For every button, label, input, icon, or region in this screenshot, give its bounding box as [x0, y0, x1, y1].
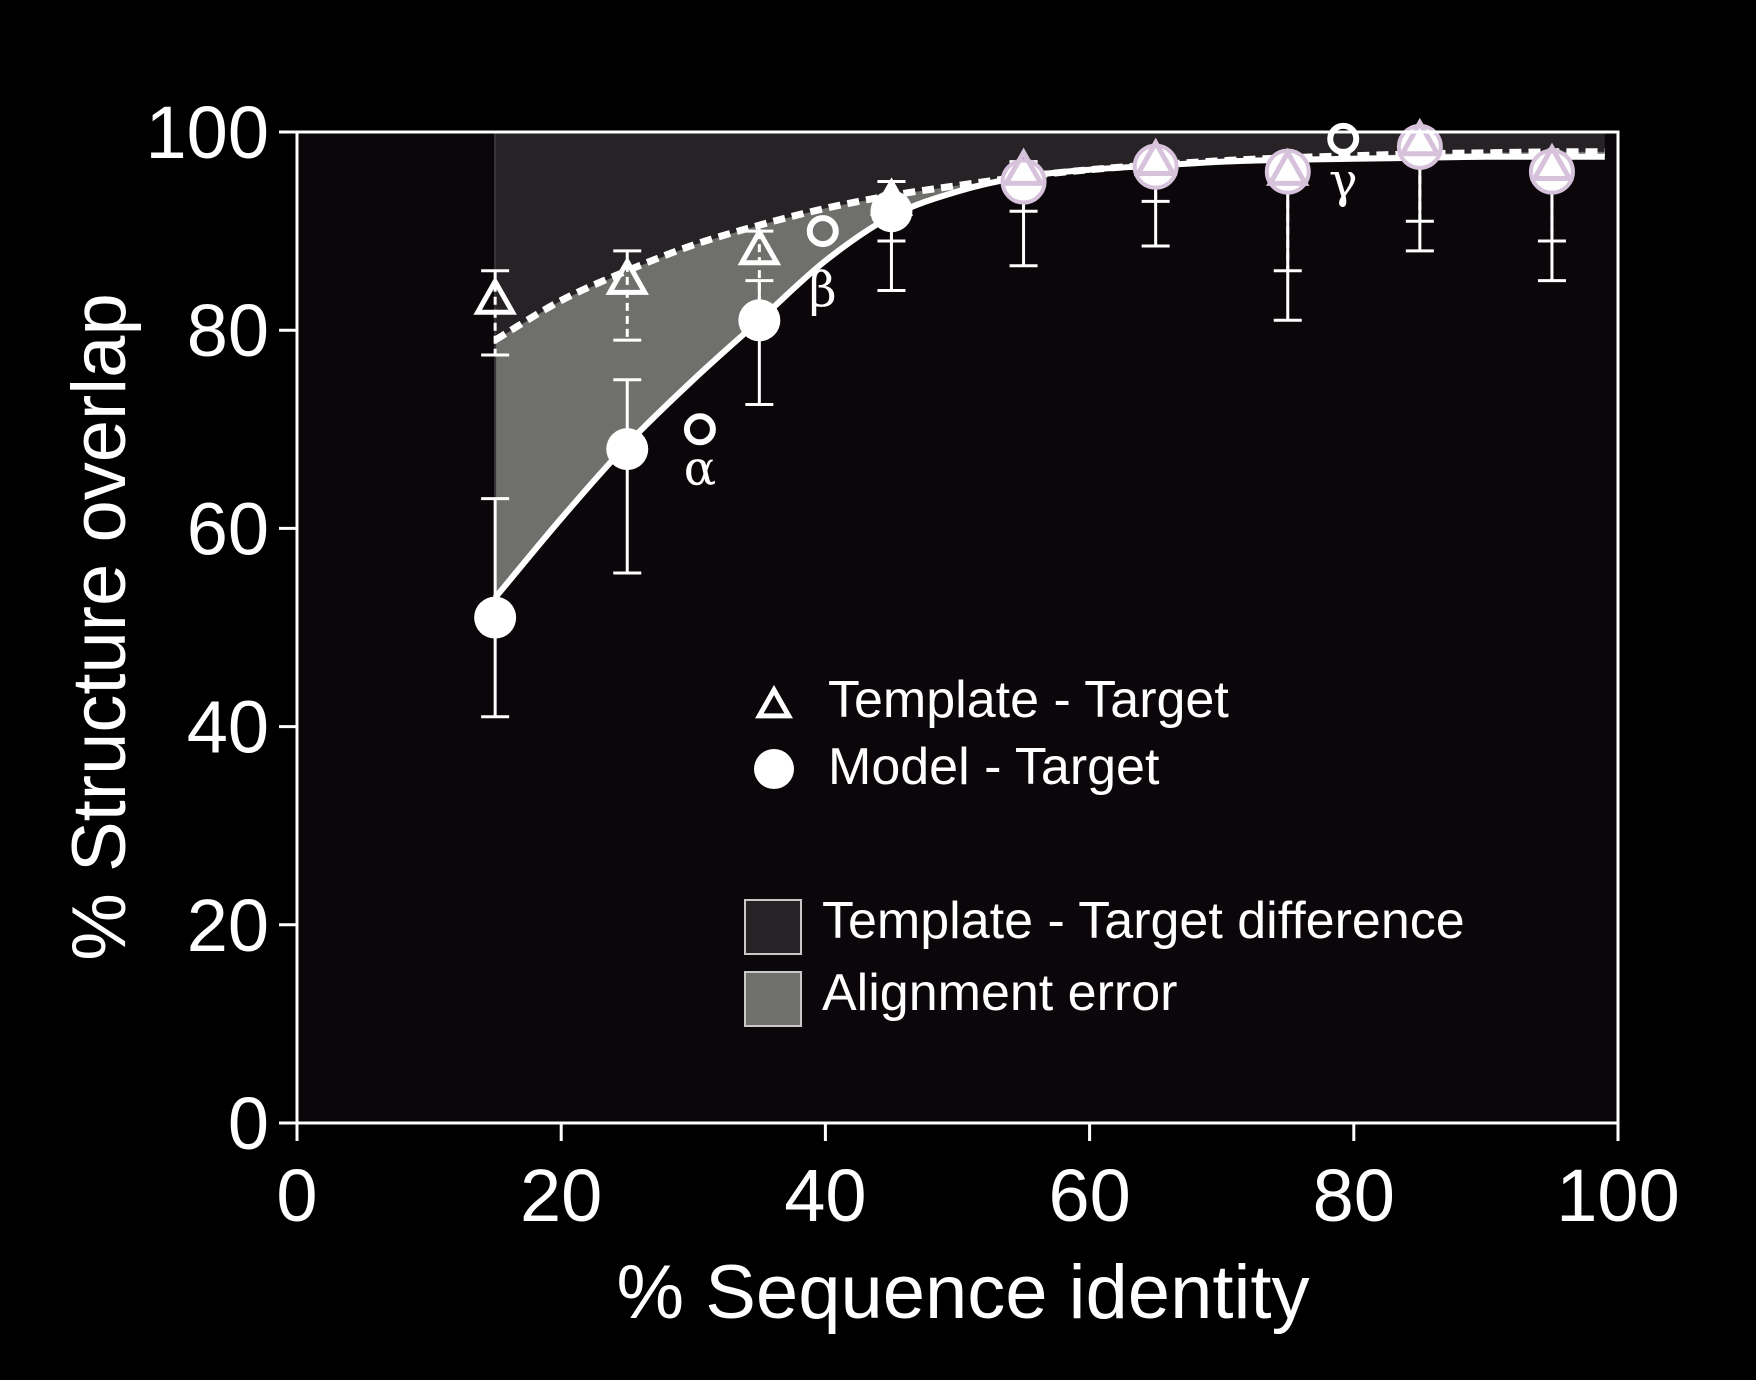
- y-tick-label: 40: [187, 686, 269, 769]
- template-target-point: [1133, 137, 1178, 176]
- y-tick-label: 80: [187, 289, 269, 372]
- x-tick-label: 80: [1313, 1154, 1395, 1237]
- template-target-point: [1398, 117, 1442, 157]
- y-tick-label: 100: [146, 91, 269, 174]
- y-tick-label: 20: [187, 884, 269, 967]
- legend-label-template-target: Template - Target: [828, 671, 1229, 729]
- legend: Template - Target Model - Target Template …: [744, 671, 1465, 1027]
- legend-label-difference: Template - Target difference: [822, 892, 1465, 950]
- highlighted-point-0: [683, 413, 716, 446]
- x-tick-label: 40: [784, 1154, 866, 1237]
- legend-swatch-alignment-error: [744, 971, 802, 1027]
- x-axis-title: % Sequence identity: [617, 1250, 1310, 1335]
- template-target-point: [737, 226, 782, 266]
- template-target-point: [1001, 147, 1046, 186]
- y-tick-label: 60: [187, 487, 269, 570]
- x-tick-label: 20: [520, 1154, 602, 1237]
- y-axis-title: % Structure overlap: [57, 293, 142, 960]
- highlighted-point-label-1: β: [809, 262, 837, 318]
- highlighted-point-2: [1327, 122, 1360, 155]
- legend-label-model-target: Model - Target: [828, 738, 1160, 796]
- legend-swatch-difference: [744, 899, 802, 955]
- x-tick-label: 60: [1048, 1154, 1130, 1237]
- legend-circle-icon: [754, 749, 794, 789]
- template-target-point: [1530, 142, 1574, 181]
- template-target-point: [1266, 147, 1310, 186]
- legend-triangle-icon: [755, 684, 793, 719]
- template-target-point: [869, 177, 914, 216]
- legend-label-alignment-error: Alignment error: [822, 964, 1177, 1022]
- template-target-difference-region: [495, 132, 1605, 341]
- highlighted-point-label-2: γ: [1329, 153, 1358, 209]
- highlighted-point-1: [806, 215, 839, 248]
- model-target-point: [474, 596, 517, 639]
- model-error-bar: [613, 378, 642, 575]
- x-tick-label: 0: [276, 1154, 317, 1237]
- chart-content: α β γ 0 20 40 60 80 100 0 20 40 60 80 100 % Sequence id…: [57, 91, 1680, 1335]
- model-target-point: [606, 428, 649, 471]
- template-target-point: [473, 276, 517, 315]
- y-tick-label: 0: [228, 1082, 269, 1165]
- plot-frame: [295, 130, 1620, 1125]
- template-target-point: [605, 256, 649, 295]
- model-target-point: [738, 299, 781, 342]
- x-tick-label: 100: [1556, 1154, 1679, 1237]
- highlighted-point-label-0: α: [684, 440, 716, 496]
